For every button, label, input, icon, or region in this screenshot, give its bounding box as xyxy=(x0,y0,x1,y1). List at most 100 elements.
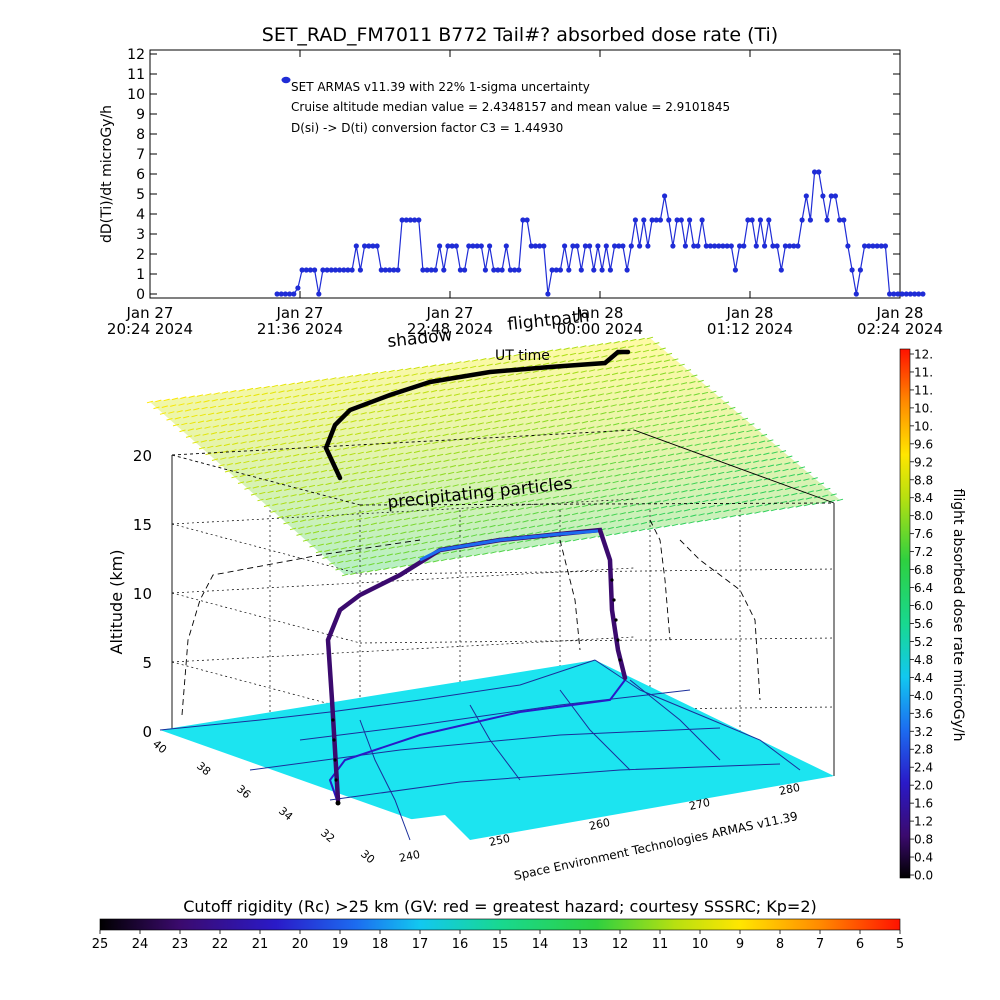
particle-dash xyxy=(532,453,539,456)
particle-dash xyxy=(392,499,400,502)
particle-dash xyxy=(646,501,653,505)
particle-dash xyxy=(471,442,479,445)
particle-dash xyxy=(769,457,776,461)
particle-dash xyxy=(651,348,658,352)
particle-dash xyxy=(412,516,419,519)
particle-dash xyxy=(336,441,343,445)
particle-dash xyxy=(546,432,553,435)
particle-dash xyxy=(450,432,458,435)
particle-dash xyxy=(454,418,461,422)
particle-dash xyxy=(383,415,390,419)
particle-dash xyxy=(673,516,681,520)
particle-dash xyxy=(600,437,608,440)
particle-dash xyxy=(427,403,434,406)
particle-dash xyxy=(445,394,452,397)
particle-dash xyxy=(512,385,519,389)
particle-dash xyxy=(437,395,444,399)
lat-tick: 30 xyxy=(358,847,377,866)
particle-dash xyxy=(704,493,711,496)
particle-dash xyxy=(545,464,552,468)
particle-dash xyxy=(353,465,361,468)
particle-dash xyxy=(611,455,619,458)
particle-dash xyxy=(252,426,259,430)
particle-dash xyxy=(412,398,419,402)
particle-dash xyxy=(655,442,662,446)
particle-dash xyxy=(677,420,684,423)
particle-dash xyxy=(342,447,350,450)
particle-dash xyxy=(207,445,214,449)
particle-dash xyxy=(368,469,376,473)
particle-dash xyxy=(696,436,703,440)
particle-dash xyxy=(295,473,303,476)
data-point xyxy=(499,267,505,273)
particle-dash xyxy=(521,410,528,413)
particle-dash xyxy=(540,369,548,372)
particle-dash xyxy=(429,540,437,543)
data-point xyxy=(824,217,830,223)
map-borders xyxy=(159,659,801,841)
particle-dash xyxy=(657,519,664,522)
particle-dash xyxy=(660,480,667,483)
particle-dash xyxy=(567,416,574,420)
particle-dash xyxy=(170,404,177,407)
particle-dash xyxy=(679,439,687,442)
particle-dash xyxy=(602,488,609,492)
particle-dash xyxy=(721,433,728,436)
particle-dash xyxy=(285,481,293,484)
particle-dash xyxy=(624,383,631,386)
particle-dash xyxy=(365,543,372,546)
particle-dash xyxy=(278,509,285,512)
ut-time-label: UT time xyxy=(495,348,550,364)
particle-dash xyxy=(583,388,590,392)
particle-dash xyxy=(434,376,441,380)
particle-dash xyxy=(817,482,825,486)
particle-dash xyxy=(515,488,522,491)
particle-dash xyxy=(714,510,722,514)
particle-dash xyxy=(479,533,486,536)
particle-dash xyxy=(805,471,812,475)
particle-dash xyxy=(337,467,344,471)
rigidity-colorbar-tick-label: 9 xyxy=(736,937,744,952)
particle-dash xyxy=(651,455,658,459)
particle-dash xyxy=(424,561,431,564)
particle-dash xyxy=(789,499,796,503)
particle-dash xyxy=(538,350,545,354)
particle-dash xyxy=(696,520,703,523)
particle-dash xyxy=(319,536,326,540)
particle-dash xyxy=(690,514,697,517)
particle-dash xyxy=(524,396,532,400)
particle-dash xyxy=(329,528,336,532)
particle-dash xyxy=(238,448,245,451)
particle-dash xyxy=(652,398,659,402)
particle-dash xyxy=(321,529,328,533)
particle-dash xyxy=(310,477,317,481)
data-point xyxy=(820,193,826,199)
particle-dash xyxy=(409,497,416,500)
particle-dash xyxy=(163,398,170,402)
particle-dash xyxy=(383,567,390,570)
particle-dash xyxy=(317,483,324,487)
particle-dash xyxy=(309,511,317,514)
particle-dash xyxy=(747,480,754,483)
particle-dash xyxy=(307,458,315,462)
particle-dash xyxy=(570,519,577,522)
particle-dash xyxy=(380,514,388,517)
particle-dash xyxy=(615,441,622,445)
particle-dash xyxy=(369,378,377,382)
particle-dash xyxy=(578,351,585,355)
particle-dash xyxy=(555,515,562,518)
data-point xyxy=(407,217,413,223)
particle-dash xyxy=(197,420,205,424)
particle-dash xyxy=(608,385,615,389)
particle-dash xyxy=(159,412,167,415)
particle-dash xyxy=(570,403,578,406)
particle-dash xyxy=(470,534,478,537)
data-point xyxy=(762,243,768,249)
particle-dash xyxy=(577,492,584,495)
particle-dash xyxy=(366,417,374,421)
particle-dash xyxy=(498,432,506,435)
particle-dash xyxy=(502,477,509,480)
particle-dash xyxy=(529,408,536,412)
dose-colorbar-tick-label: 11. xyxy=(914,365,933,379)
particle-dash xyxy=(447,445,454,449)
